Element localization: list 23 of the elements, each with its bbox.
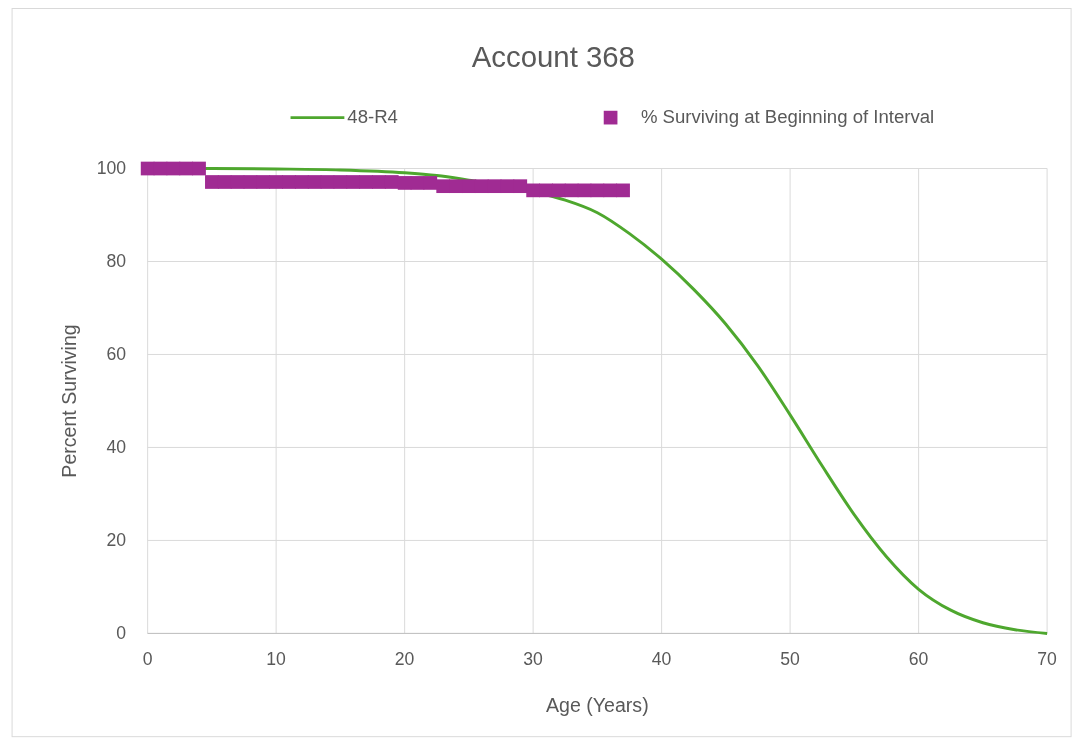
y-tick-label: 60 [106,344,127,365]
point [192,161,206,176]
point [205,175,219,189]
y-tick-label: 40 [106,437,127,458]
x-tick-label: 50 [780,648,801,669]
x-tick-label: 40 [651,648,672,669]
y-axis-title: Percent Surviving [58,324,81,478]
x-tick-label: 70 [1037,648,1058,669]
point [616,183,630,198]
point [140,161,155,176]
chart-title: Account 368 [471,39,635,73]
y-tick-label: 20 [106,530,127,551]
x-tick-label: 10 [266,648,287,669]
legend-label: % Surviving at Beginning of Interval [640,106,935,128]
x-axis-title: Age (Years) [546,693,649,716]
x-tick-label: 30 [523,648,544,669]
x-tick-label: 20 [394,648,415,669]
legend-label: 48-R4 [347,106,398,128]
y-tick-label: 0 [116,623,127,644]
y-tick-label: 100 [96,158,127,179]
x-tick-label: 60 [908,648,929,669]
x-tick-label: 0 [142,648,153,669]
y-tick-label: 80 [106,251,127,272]
